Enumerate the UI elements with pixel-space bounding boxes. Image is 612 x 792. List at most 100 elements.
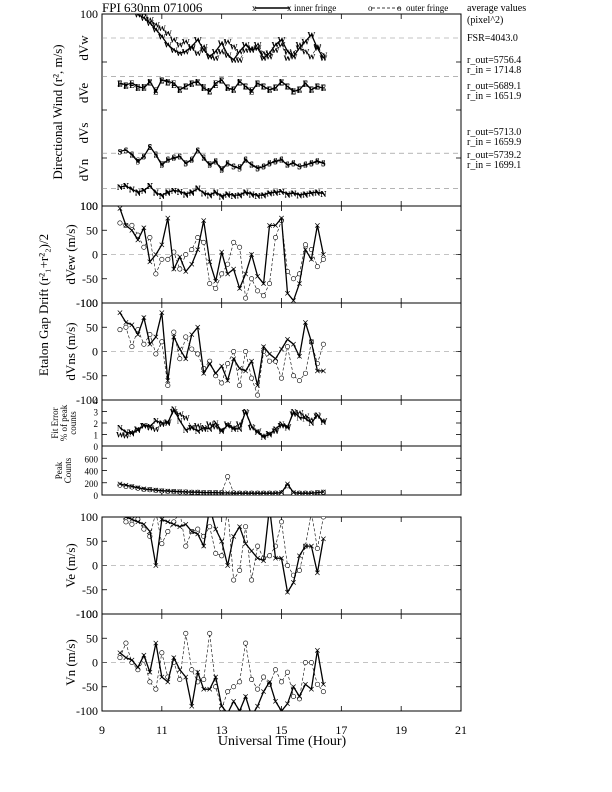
outer-point: W	[176, 410, 184, 419]
inner-point: N	[207, 191, 213, 200]
inner-point	[118, 510, 122, 514]
y-tick-label: 100	[80, 510, 98, 524]
inner-point: E	[297, 86, 302, 95]
inner-point: N	[117, 424, 123, 433]
inner-point: E	[165, 77, 170, 86]
plot-area	[102, 510, 461, 595]
inner-point	[135, 332, 141, 337]
inner-point: E	[177, 86, 182, 95]
inner-point	[135, 664, 141, 670]
inner-point: N	[117, 183, 123, 192]
outer-point	[290, 276, 296, 282]
outer-point: W	[289, 410, 297, 419]
outer-point: E	[279, 78, 284, 87]
outer-point	[141, 341, 147, 347]
inner-point: W	[283, 47, 291, 56]
inner-point: E	[207, 88, 212, 97]
outer-point	[117, 327, 123, 333]
y-tick-label: 100	[80, 296, 98, 310]
avg-note-line1: average values	[467, 3, 526, 14]
x-axis-label: Universal Time (Hour)	[218, 734, 347, 749]
inner-point: N	[273, 188, 279, 197]
y-tick-label: 1	[94, 431, 99, 441]
outer-point: N	[183, 191, 189, 200]
inner-point	[273, 698, 278, 704]
inner-point	[159, 242, 165, 248]
inner-point: E	[315, 82, 320, 91]
inner-point: N	[165, 188, 171, 197]
inner-point: N	[297, 413, 303, 422]
radii-annotations: r_out=5756.4r_in = 1714.8r_out=5689.1r_i…	[467, 55, 521, 171]
inner-point	[123, 517, 129, 520]
outer-point	[129, 521, 135, 527]
inner-point: E	[273, 84, 278, 93]
outer-point: W	[164, 29, 172, 38]
y-tick-label: 0	[92, 248, 98, 262]
inner-point	[219, 490, 225, 495]
outer-point: W	[248, 44, 256, 53]
y-tick-label: -50	[82, 583, 98, 597]
outer-point	[243, 524, 249, 530]
outer-point: E	[213, 81, 218, 90]
outer-point: N	[267, 189, 273, 198]
outer-point: W	[272, 46, 280, 55]
inner-point	[183, 489, 189, 495]
outer-point: W	[272, 427, 280, 436]
inner-point: W	[319, 54, 327, 63]
outer-point	[320, 689, 326, 695]
inner-point: S	[237, 164, 242, 173]
inner-point	[189, 489, 195, 495]
y-tick-label: 50	[86, 631, 98, 645]
outer-point	[308, 659, 314, 665]
inner-point	[225, 378, 231, 384]
inner-point	[219, 538, 225, 544]
outer-point: N	[219, 193, 225, 202]
x-tick-label: 15	[276, 723, 288, 737]
inner-point	[177, 489, 183, 495]
plot-area	[102, 630, 461, 711]
inner-point: N	[213, 419, 219, 428]
inner-point	[302, 681, 308, 687]
outer-point: W	[295, 409, 303, 418]
outer-point	[302, 242, 308, 248]
inner-point	[291, 298, 296, 303]
inner-point	[308, 256, 314, 262]
inner-point: E	[291, 88, 296, 97]
inner-point: E	[183, 82, 188, 91]
inner-point	[207, 490, 213, 495]
inner-fringe-line	[136, 14, 324, 61]
y-tick-label: 100	[80, 199, 98, 213]
inner-point: W	[224, 51, 232, 60]
inner-point: N	[261, 433, 267, 442]
inner-point: E	[249, 88, 254, 97]
outer-point: W	[289, 49, 297, 58]
y-tick-label: 400	[85, 467, 99, 477]
outer-point	[165, 256, 171, 262]
outer-point	[320, 341, 326, 347]
inner-point	[243, 490, 249, 495]
outer-point: N	[279, 188, 285, 197]
inner-point: W	[278, 36, 286, 45]
outer-point: W	[146, 16, 154, 25]
inner-point	[183, 269, 189, 274]
outer-point	[249, 577, 255, 583]
inner-point	[219, 249, 225, 255]
inner-point: S	[184, 159, 189, 168]
inner-point	[273, 222, 278, 228]
outer-point: N	[231, 192, 237, 201]
outer-point: E	[237, 78, 242, 87]
inner-point: N	[255, 428, 261, 437]
inner-point: E	[141, 84, 146, 93]
inner-point: W	[272, 41, 280, 50]
inner-point: N	[320, 418, 326, 427]
outer-point	[267, 358, 273, 364]
inner-point	[177, 254, 183, 260]
outer-point	[225, 361, 231, 367]
outer-point: N	[291, 189, 297, 198]
radius-out-label: r_out=5756.4	[467, 55, 521, 66]
inner-point: N	[231, 191, 237, 200]
outer-point: E	[195, 78, 200, 87]
outer-point: N	[201, 189, 207, 198]
inner-point: E	[321, 84, 326, 93]
